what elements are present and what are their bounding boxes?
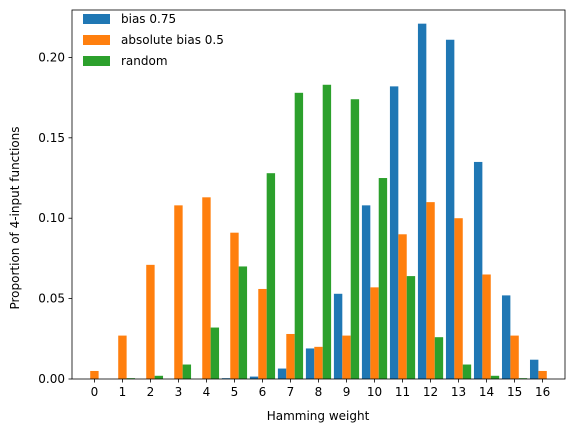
bar-bias-0-75-9 (333, 293, 343, 379)
bar-random-3 (182, 364, 192, 379)
x-tick-label: 1 (119, 385, 127, 399)
bar-absolute-bias-0-5-6 (258, 288, 267, 379)
legend: bias 0.75 absolute bias 0.5 random (83, 12, 224, 68)
x-tick-label: 8 (315, 385, 323, 399)
bar-random-4 (210, 327, 220, 379)
legend-label: random (121, 54, 168, 68)
bar-absolute-bias-0-5-16 (538, 370, 547, 379)
legend-swatch (83, 56, 110, 66)
x-tick-label: 10 (367, 385, 382, 399)
x-tick-label: 3 (175, 385, 183, 399)
legend-swatch (83, 14, 110, 24)
bar-random-5 (238, 266, 248, 379)
bar-absolute-bias-0-5-1 (118, 335, 127, 379)
bar-random-1 (126, 378, 136, 379)
legend-label: bias 0.75 (121, 12, 176, 26)
bars-group (90, 23, 547, 380)
y-tick-label: 0.10 (38, 211, 65, 225)
bar-random-11 (406, 276, 416, 379)
x-tick-label: 11 (395, 385, 410, 399)
y-ticks: 0.00 0.05 0.10 0.15 0.20 (38, 50, 72, 386)
bar-random-8 (322, 84, 332, 379)
bar-absolute-bias-0-5-4 (202, 197, 211, 379)
bar-random-7 (294, 92, 304, 379)
bar-bias-0-75-15 (501, 295, 511, 379)
bar-absolute-bias-0-5-5 (230, 232, 239, 379)
bar-absolute-bias-0-5-0 (90, 370, 99, 379)
x-tick-label: 16 (535, 385, 550, 399)
bar-bias-0-75-5 (221, 378, 231, 379)
bar-random-10 (378, 178, 388, 379)
bar-absolute-bias-0-5-9 (342, 335, 351, 379)
bar-random-14 (490, 375, 500, 379)
bar-random-6 (266, 173, 276, 379)
y-axis-label: Proportion of 4-input functions (8, 126, 22, 309)
x-axis-label: Hamming weight (267, 409, 370, 423)
bar-absolute-bias-0-5-12 (426, 202, 435, 379)
bar-absolute-bias-0-5-3 (174, 205, 183, 379)
bar-bias-0-75-10 (361, 205, 371, 379)
bar-absolute-bias-0-5-2 (146, 264, 155, 379)
bar-bias-0-75-13 (445, 39, 455, 380)
bar-random-9 (350, 99, 360, 379)
x-tick-label: 13 (451, 385, 466, 399)
bar-bias-0-75-8 (305, 348, 315, 379)
x-ticks: 0 1 2 3 4 5 6 7 8 9 10 11 12 13 14 15 16 (91, 379, 550, 399)
bar-absolute-bias-0-5-11 (398, 234, 407, 379)
bar-absolute-bias-0-5-10 (370, 287, 379, 379)
x-tick-label: 15 (507, 385, 522, 399)
bar-random-2 (154, 375, 164, 379)
bar-bias-0-75-11 (389, 86, 399, 379)
x-tick-label: 0 (91, 385, 99, 399)
x-tick-label: 6 (259, 385, 267, 399)
bar-absolute-bias-0-5-14 (482, 274, 491, 379)
axes-frame (71, 9, 566, 380)
x-tick-label: 4 (203, 385, 211, 399)
bar-random-12 (434, 337, 444, 379)
bar-bias-0-75-16 (529, 359, 539, 379)
y-tick-label: 0.20 (38, 50, 65, 64)
bar-absolute-bias-0-5-15 (510, 335, 519, 379)
bar-bias-0-75-14 (473, 161, 483, 379)
bar-bias-0-75-7 (277, 368, 287, 379)
legend-label: absolute bias 0.5 (121, 33, 224, 47)
x-tick-label: 7 (287, 385, 295, 399)
bar-bias-0-75-12 (417, 23, 427, 380)
x-tick-label: 14 (479, 385, 494, 399)
x-tick-label: 9 (343, 385, 351, 399)
legend-swatch (83, 35, 110, 45)
bar-bias-0-75-6 (249, 376, 259, 379)
x-tick-label: 5 (231, 385, 239, 399)
bar-absolute-bias-0-5-13 (454, 218, 463, 379)
y-tick-label: 0.00 (38, 372, 65, 386)
y-tick-label: 0.05 (38, 292, 65, 306)
y-tick-label: 0.15 (38, 131, 65, 145)
x-tick-label: 2 (147, 385, 155, 399)
bar-absolute-bias-0-5-8 (314, 346, 323, 379)
bar-random-15 (518, 378, 528, 379)
x-tick-label: 12 (423, 385, 438, 399)
bar-absolute-bias-0-5-7 (286, 333, 295, 379)
bar-random-13 (462, 364, 472, 379)
